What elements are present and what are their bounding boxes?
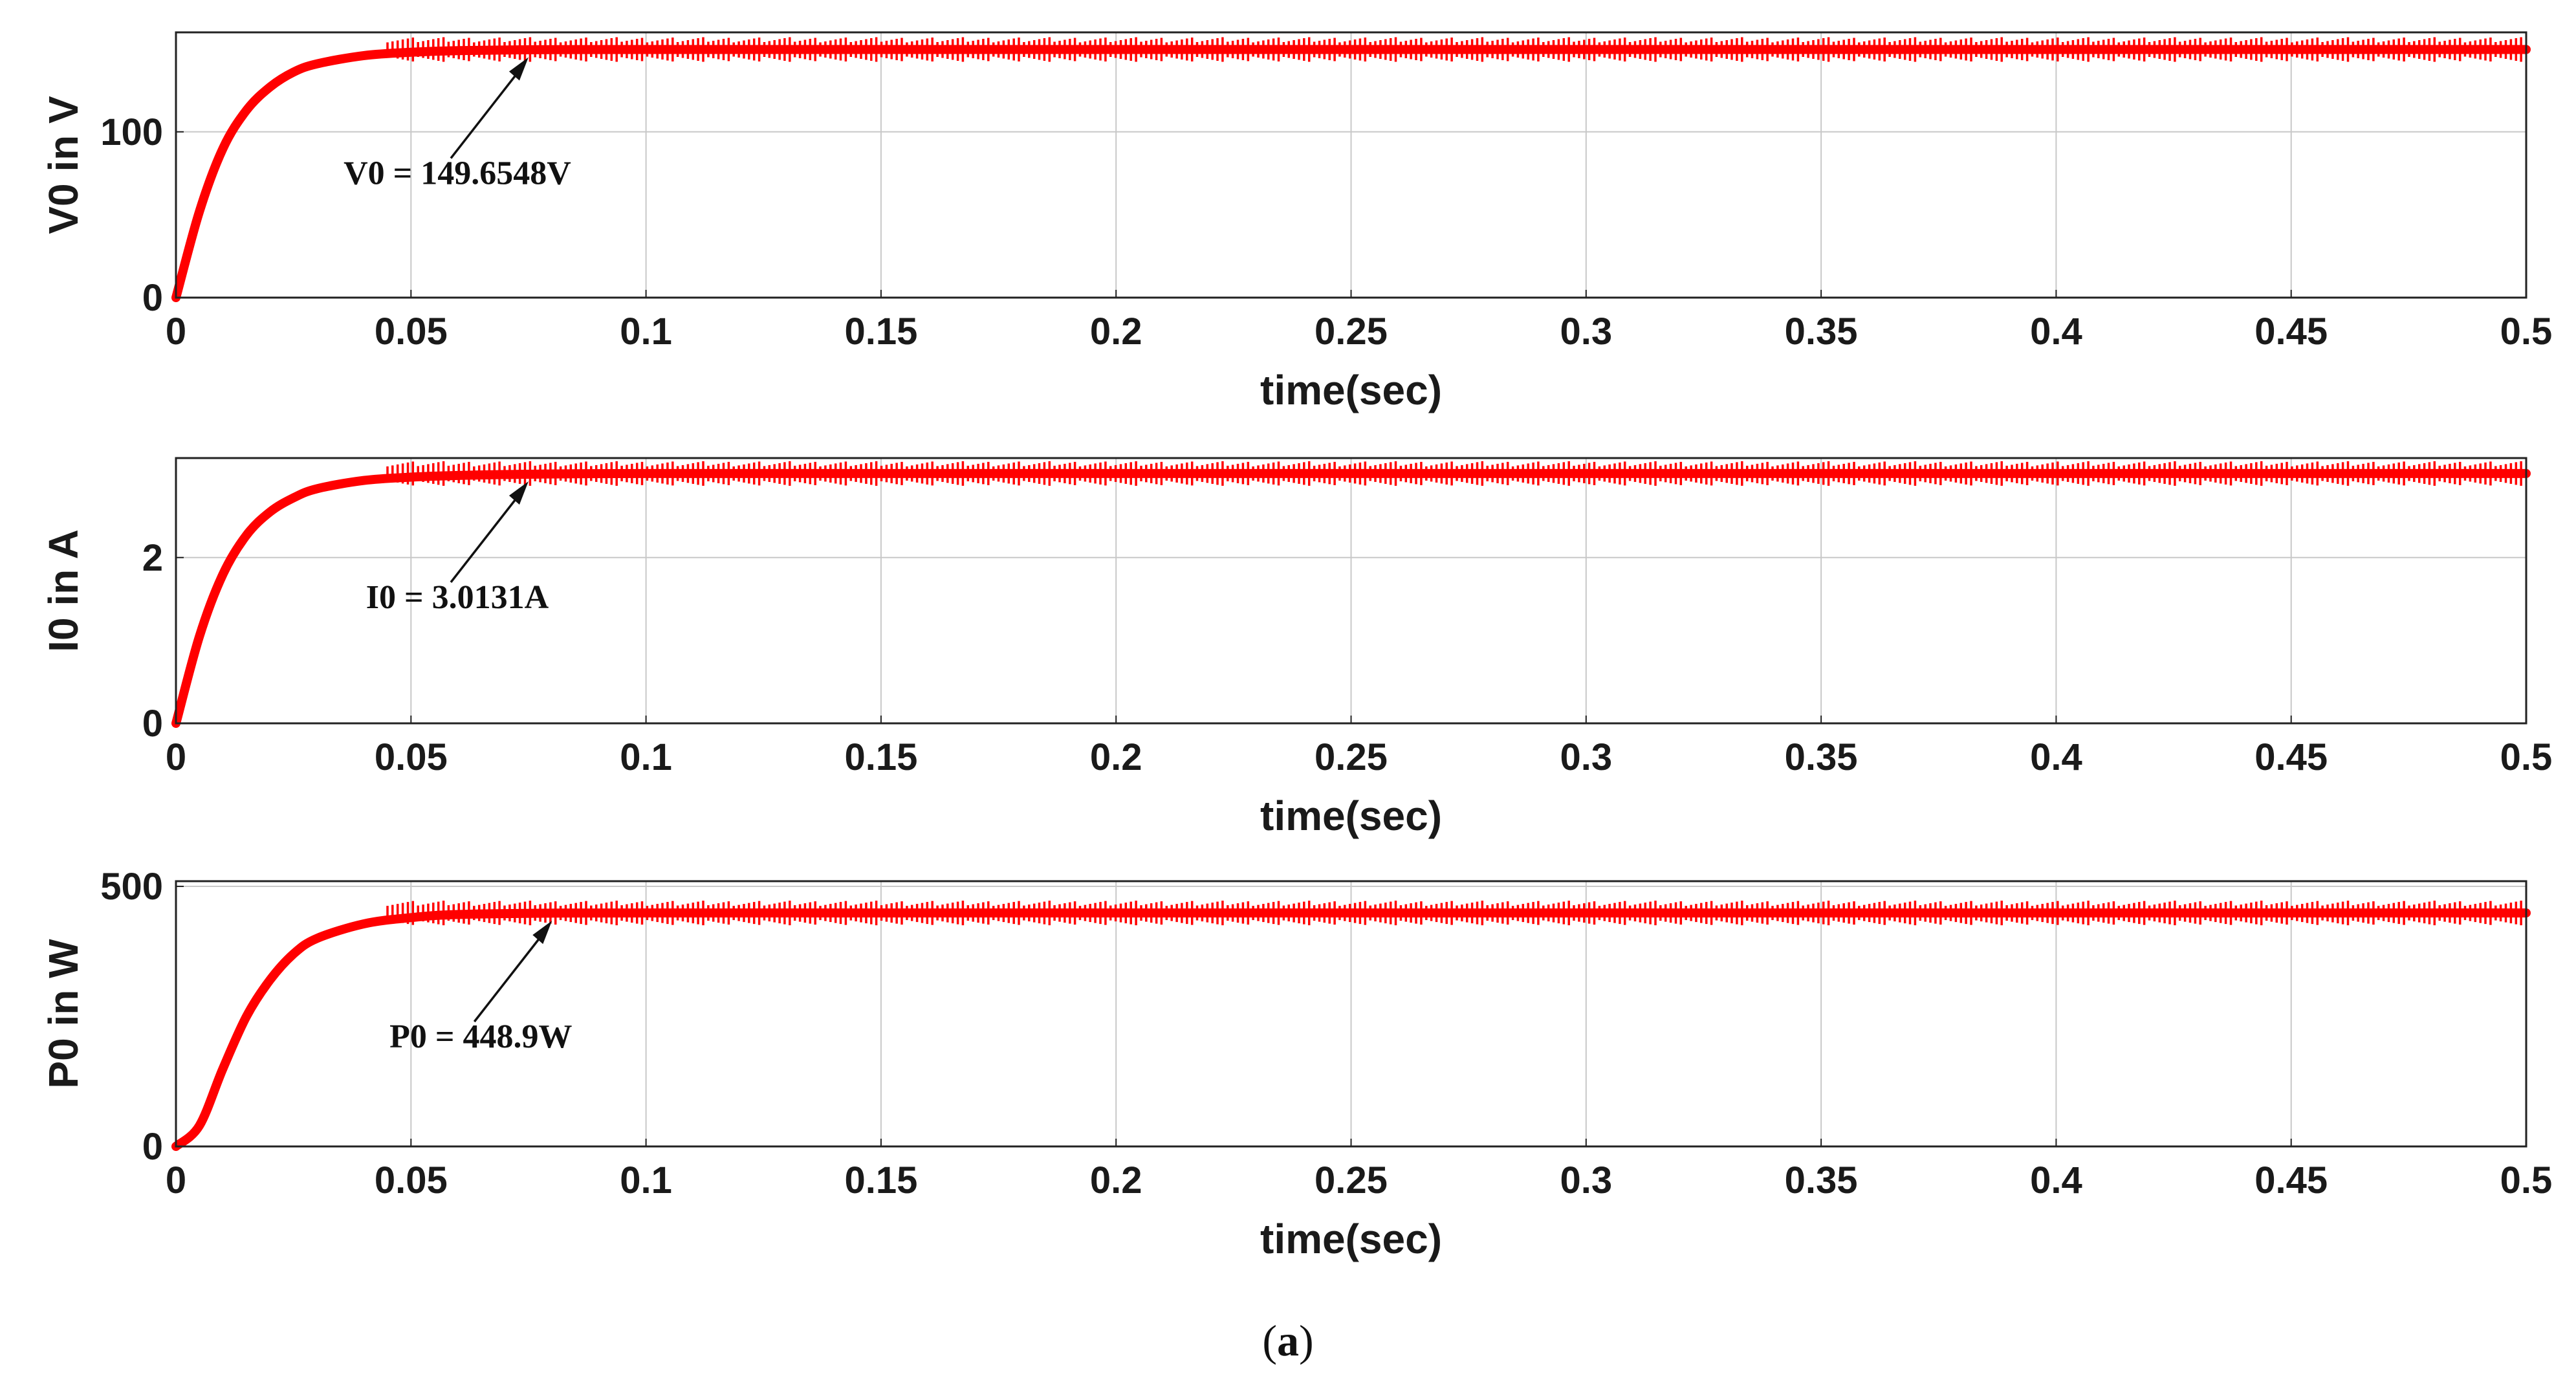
x-tick-label: 0.25 (1315, 311, 1388, 353)
annotation-arrow (450, 63, 526, 159)
annotation-label: V0 = 149.6548V (344, 155, 571, 192)
series-ripple (386, 461, 2522, 486)
x-tick-label: 0.5 (2500, 1159, 2553, 1201)
annotation-label: I0 = 3.0131A (366, 579, 549, 616)
y-tick-label: 500 (100, 866, 163, 908)
x-tick-label: 0.1 (620, 1159, 672, 1201)
x-tick-label: 0.05 (375, 311, 448, 353)
series-line (171, 468, 2531, 728)
axes-frame (175, 31, 2527, 299)
y-axis-label: P0 in W (40, 939, 87, 1089)
x-tick-label: 0.45 (2254, 736, 2328, 778)
x-tick-label: 0.45 (2254, 311, 2328, 353)
axes-frame (175, 457, 2527, 725)
y-tick-label: 100 (100, 111, 163, 153)
x-tick-label: 0.05 (375, 1159, 448, 1201)
annotation-arrowhead (532, 921, 552, 945)
x-tick-label: 0.15 (844, 311, 917, 353)
series-ripple (386, 901, 2522, 926)
x-tick-label: 0 (166, 311, 186, 353)
x-tick-label: 0.15 (844, 736, 917, 778)
figure-caption: (a) (1262, 1316, 1313, 1365)
x-tick-label: 0.25 (1315, 736, 1388, 778)
y-tick-label: 0 (142, 1126, 163, 1168)
x-tick-label: 0.4 (2030, 736, 2082, 778)
x-tick-label: 0.3 (1560, 1159, 1612, 1201)
subplot-1: 0 0.05 0.1 0.15 0.2 0.25 0.3 0.35 0.4 0.45 0.5 0 100… (40, 31, 2553, 413)
y-tick-label: 0 (142, 277, 163, 319)
x-tick-label: 0.2 (1090, 1159, 1142, 1201)
subplot-panels: 0 0.05 0.1 0.15 0.2 0.25 0.3 0.35 0.4 0.45 0.5 0 100… (40, 31, 2553, 1262)
annotation-arrow (450, 487, 526, 584)
x-tick-label: 0.05 (375, 736, 448, 778)
x-tick-label: 0 (166, 1159, 186, 1201)
x-tick-label: 0.35 (1785, 311, 1858, 353)
y-axis-label: V0 in V (40, 96, 87, 234)
x-tick-label: 0.3 (1560, 311, 1612, 353)
x-tick-label: 0.4 (2030, 1159, 2082, 1201)
x-tick-label: 0.1 (620, 736, 672, 778)
subplot-2: 0 0.05 0.1 0.15 0.2 0.25 0.3 0.35 0.4 0.45 0.5 0 2 I0… (40, 457, 2553, 839)
axes-frame (175, 880, 2527, 1148)
x-tick-label: 0.1 (620, 311, 672, 353)
subplot-3: 0 0.05 0.1 0.15 0.2 0.25 0.3 0.35 0.4 0.45 0.5 0 500… (40, 866, 2552, 1262)
series-ripple (386, 37, 2522, 62)
x-tick-label: 0 (166, 736, 186, 778)
x-tick-label: 0.45 (2254, 1159, 2328, 1201)
x-axis-label: time(sec) (1260, 793, 1442, 839)
annotation-arrowhead (508, 481, 529, 505)
x-tick-label: 0.2 (1090, 311, 1142, 353)
annotation-label: P0 = 448.9W (389, 1018, 572, 1055)
y-axis-label: I0 in A (40, 529, 87, 652)
y-tick-label: 2 (142, 537, 163, 579)
annotation-arrow (473, 926, 549, 1023)
x-tick-label: 0.4 (2030, 311, 2082, 353)
x-tick-label: 0.3 (1560, 736, 1612, 778)
x-tick-label: 0.5 (2500, 311, 2553, 353)
y-tick-label: 0 (142, 703, 163, 745)
x-tick-label: 0.35 (1785, 736, 1858, 778)
x-axis-label: time(sec) (1260, 1216, 1442, 1262)
x-tick-label: 0.35 (1785, 1159, 1858, 1201)
annotation-arrowhead (508, 57, 529, 81)
x-tick-label: 0.25 (1315, 1159, 1388, 1201)
series-line (171, 45, 2531, 302)
x-tick-label: 0.15 (844, 1159, 917, 1201)
x-tick-label: 0.5 (2500, 736, 2553, 778)
x-tick-label: 0.2 (1090, 736, 1142, 778)
x-axis-label: time(sec) (1260, 367, 1442, 413)
